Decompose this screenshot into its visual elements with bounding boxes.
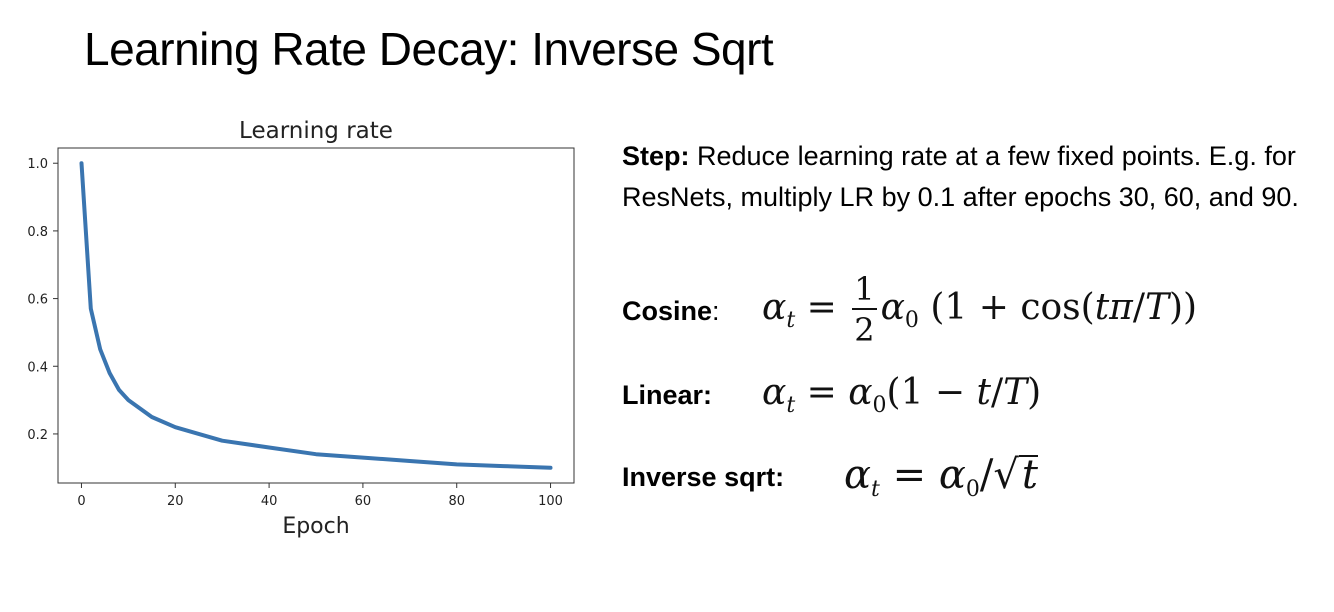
x-tick-label: 60: [355, 494, 372, 509]
x-tick-label: 80: [448, 494, 465, 509]
linear-label: Linear:: [622, 380, 713, 410]
lr-curve-line: [79, 161, 553, 470]
chart-title: Learning rate: [239, 118, 393, 144]
y-tick-label: 0.4: [27, 360, 48, 375]
x-tick-label: 40: [261, 494, 278, 509]
cosine-label: Cosine:: [622, 296, 720, 326]
inverse-sqrt-label: Inverse sqrt:: [622, 462, 785, 492]
inverse-sqrt-formula: αt = α0/√t: [844, 452, 1038, 502]
x-tick-label: 20: [167, 494, 184, 509]
step-label: Step:: [622, 141, 690, 171]
y-tick-label: 0.2: [27, 428, 48, 443]
cosine-row: Cosine:: [622, 296, 720, 327]
step-body: Reduce learning rate at a few fixed poin…: [622, 141, 1299, 212]
cosine-formula: αt = 1 2 α0 (1 + cos(tπ/T)): [762, 270, 1198, 349]
linear-row: Linear:: [622, 380, 712, 411]
x-tick-label: 100: [538, 494, 563, 509]
chart-svg: Learning rate 0 20 40 60 80 100 0.2 0.4 0.6 0.8 1.0…: [27, 118, 575, 539]
y-tick-label: 0.8: [27, 225, 48, 240]
learning-rate-chart: Learning rate 0 20 40 60 80 100 0.2 0.4 0.6 0.8 1.0…: [0, 110, 600, 550]
x-tick-label: 0: [77, 494, 85, 509]
linear-formula: αt = α0(1 − t/T): [762, 372, 1042, 418]
plot-frame: [57, 147, 575, 484]
x-axis-label: Epoch: [282, 514, 349, 539]
y-tick-label: 0.6: [27, 293, 48, 308]
inverse-sqrt-row: Inverse sqrt:: [622, 462, 784, 493]
slide-title: Learning Rate Decay: Inverse Sqrt: [84, 23, 774, 75]
step-description: Step: Reduce learning rate at a few fixe…: [622, 136, 1322, 218]
y-tick-label: 1.0: [27, 157, 48, 172]
